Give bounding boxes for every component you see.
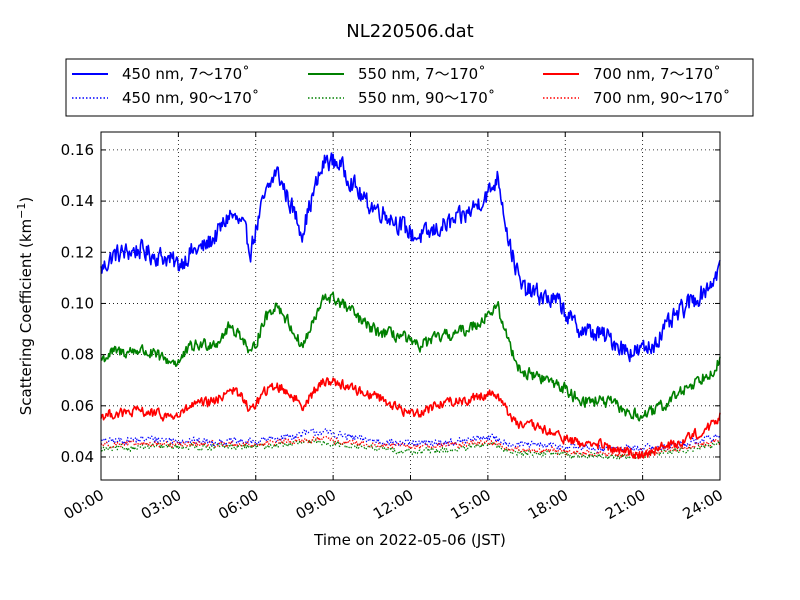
- legend-label-5: 700 nm, 7～170˚: [593, 65, 721, 83]
- y-axis-label-close: ): [17, 197, 35, 203]
- legend-label-3: 550 nm, 7～170˚: [358, 65, 486, 83]
- y-tick-label: 0.08: [61, 346, 94, 364]
- series-line-3: [100, 291, 721, 422]
- legend-box: [65, 58, 754, 117]
- plot-area: [101, 132, 720, 480]
- y-tick-label: 0.10: [61, 294, 94, 312]
- y-axis-label-exponent: −1: [15, 203, 28, 219]
- legend-label-4: 550 nm, 90～170˚: [358, 89, 495, 107]
- series-line-4: [100, 438, 721, 461]
- series-line-1: [100, 152, 721, 363]
- series-group: [100, 152, 721, 461]
- y-tick-label: 0.16: [61, 141, 94, 159]
- y-axis-label: Scattering Coefficient (km−1): [15, 197, 35, 416]
- legend: 450 nm, 7～170˚ 450 nm, 90～170˚ 550 nm, 7～1…: [72, 65, 730, 107]
- y-tick-label: 0.06: [61, 397, 94, 415]
- x-axis-label: Time on 2022-05-06 (JST): [313, 531, 506, 549]
- y-tick-label: 0.12: [61, 243, 94, 261]
- legend-label-2: 450 nm, 90～170˚: [122, 89, 259, 107]
- y-tick-label: 0.14: [61, 192, 94, 210]
- series-line-5: [100, 377, 721, 460]
- legend-label-6: 700 nm, 90～170˚: [593, 89, 730, 107]
- chart-title: NL220506.dat: [346, 21, 473, 42]
- y-axis-label-main: Scattering Coefficient (km: [17, 219, 35, 415]
- legend-label-1: 450 nm, 7～170˚: [122, 65, 250, 83]
- y-tick-label: 0.04: [61, 448, 94, 466]
- axis-ticks: [100, 132, 721, 480]
